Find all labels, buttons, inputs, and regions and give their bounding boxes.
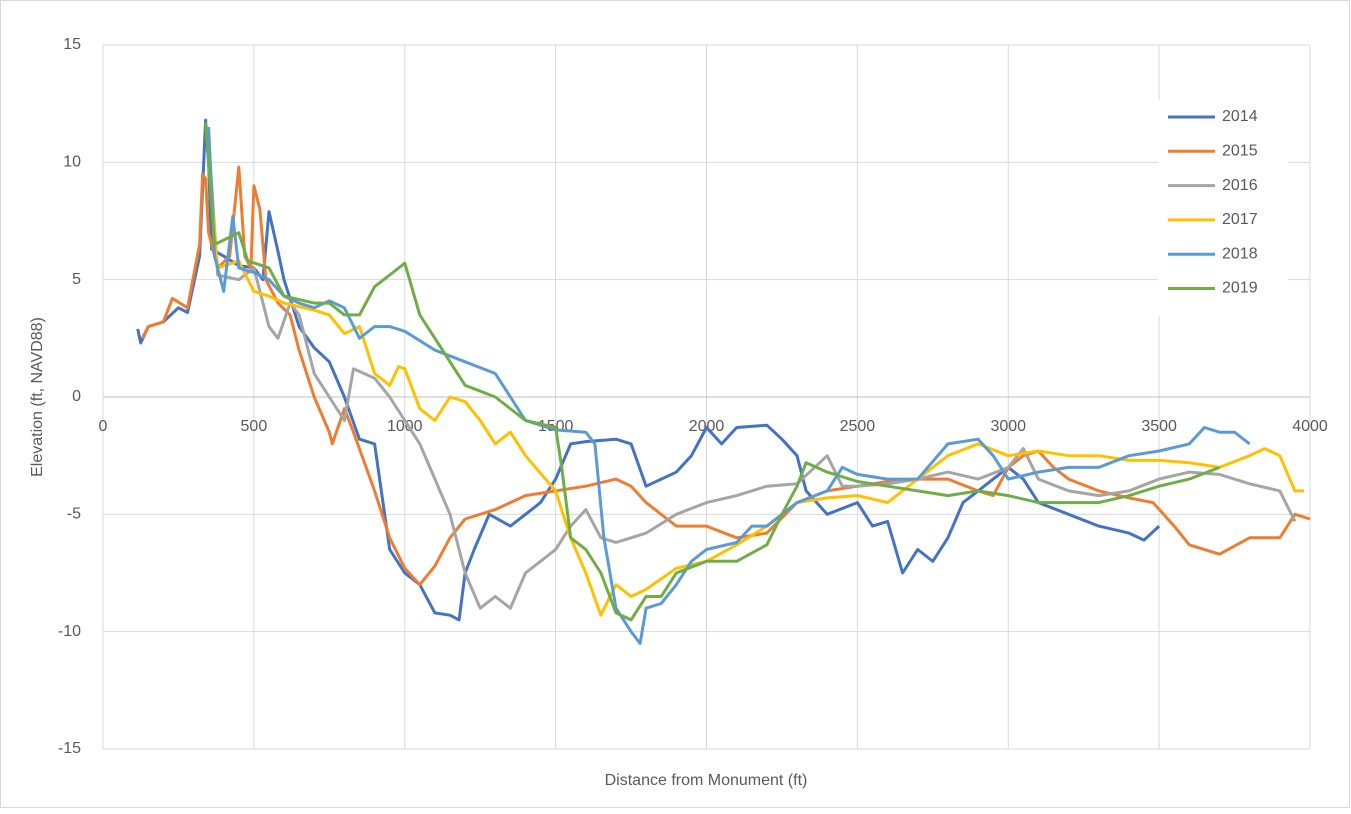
legend-label: 2018 <box>1222 245 1258 262</box>
y-tick-label: -5 <box>67 506 81 523</box>
legend-label: 2016 <box>1222 177 1258 194</box>
y-tick-label: -15 <box>58 740 81 757</box>
series-line <box>207 138 1297 610</box>
series-line <box>136 118 1161 622</box>
x-tick-label: 0 <box>99 418 108 435</box>
x-tick-label: 1000 <box>387 418 423 435</box>
y-axis-title: Elevation (ft, NAVD88) <box>29 317 46 477</box>
x-axis-title: Distance from Monument (ft) <box>605 772 808 789</box>
y-tick-label: 10 <box>63 154 81 171</box>
series-line <box>204 122 1221 622</box>
legend-label: 2015 <box>1222 143 1258 160</box>
x-tick-label: 3500 <box>1141 418 1177 435</box>
legend-label: 2014 <box>1222 108 1258 125</box>
x-tick-label: 2500 <box>840 418 876 435</box>
series-line <box>207 127 1251 645</box>
legend-box <box>1158 100 1288 316</box>
legend-label: 2019 <box>1222 280 1258 297</box>
x-tick-label: 500 <box>241 418 268 435</box>
y-tick-label: -10 <box>58 623 81 640</box>
legend-label: 2017 <box>1222 211 1258 228</box>
x-tick-label: 3000 <box>990 418 1026 435</box>
y-tick-label: 0 <box>72 388 81 405</box>
y-tick-label: 15 <box>63 36 81 53</box>
x-tick-label: 4000 <box>1292 418 1328 435</box>
y-tick-label: 5 <box>72 271 81 288</box>
